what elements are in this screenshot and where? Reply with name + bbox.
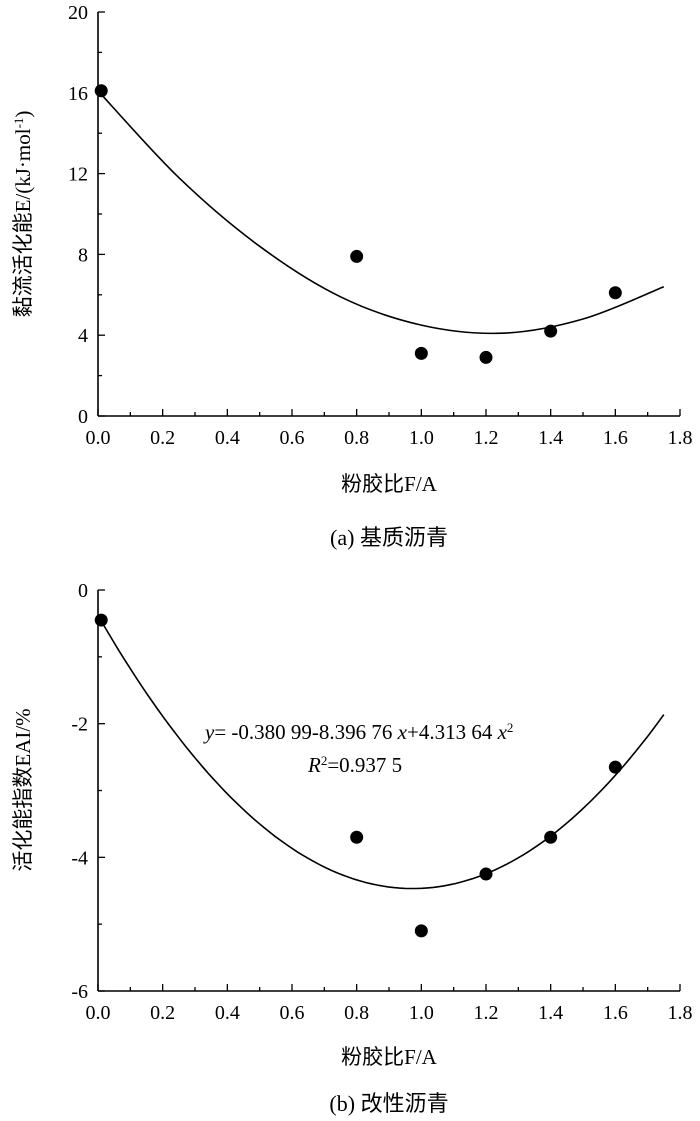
panel-a-y-axis-label-sup: -1 [11,118,26,129]
panel-b-r-squared: R2=0.937 5 [307,753,402,778]
panel-b-x-tick-label: 1.6 [603,1002,628,1024]
panel-b-x-tick-label: 1.4 [538,1002,563,1024]
panel-b-x-axis-label: 粉胶比F/A [341,1045,438,1069]
panel-b-chart: 0.0 0.2 0.4 0.6 0.8 1.0 1.2 1.4 1.6 1.8 0 -2 -4 -6 y=… [11,580,693,1116]
panel-a-x-tick-label: 1.0 [409,427,434,449]
panel-a-caption: (a) 基质沥青 [330,525,448,550]
panel-a-data-point [350,249,364,263]
panel-b-data-point [479,867,493,881]
panel-b-data-point [608,760,622,774]
panel-a-x-tick-label: 0.6 [280,427,305,449]
panel-a-x-tick-label: 1.2 [474,427,499,449]
panel-a-y-axis-label: 黏流活化能E/(kJ·mol-1) [11,111,36,318]
panel-b-y-tick-label: -2 [71,714,88,736]
panel-a-x-tick-label: 0.0 [86,427,111,449]
panel-b-x-tick-label: 0.4 [215,1002,240,1024]
panel-b-x-tick-label: 0.8 [344,1002,369,1024]
panel-b-x-tick-label: 0.0 [86,1002,111,1024]
panel-b-fit-curve [100,620,665,890]
panel-b-y-tick-label: 0 [78,580,88,602]
panel-b-y-tick-label: -6 [71,981,88,1003]
panel-a-fit-curve [97,90,665,335]
panel-b-y-axis-label: 活化能指数EAI/% [11,708,35,871]
panel-a-x-tick-label: 1.8 [668,427,693,449]
panel-b-data-point [94,613,108,627]
panel-a-y-tick-label: 20 [68,2,88,24]
panel-a-x-tick-label: 1.6 [603,427,628,449]
panel-a-x-tick-label: 0.8 [344,427,369,449]
panel-b-data-point [414,924,428,938]
panel-a-chart: 0.0 0.2 0.4 0.6 0.8 1.0 1.2 1.4 1.6 1.8048121620 … [11,2,693,550]
panel-b-fit-equation: y= -0.380 99-8.396 76 x+4.313 64 x2 [203,720,513,745]
panel-b-caption: (b) 改性沥青 [329,1091,448,1116]
panel-a-x-axis-label: 粉胶比F/A [341,472,438,496]
panel-a-x-tick-label: 0.2 [150,427,175,449]
panel-b-x-tick-label: 1.0 [409,1002,434,1024]
panel-a-y-tick-label: 4 [78,325,88,347]
panel-b-x-tick-label: 0.6 [280,1002,305,1024]
panel-a-y-tick-label: 12 [68,164,88,186]
panel-a-data-point [479,350,493,364]
panel-a-data-point [94,84,108,98]
panel-a-y-tick-label: 8 [78,244,88,266]
panel-a-data-point [414,346,428,360]
panel-a-data-point [608,286,622,300]
panel-a-x-tick-label: 1.4 [538,427,563,449]
panel-b-x-tick-label: 0.2 [150,1002,175,1024]
panel-b-x-tick-label: 1.8 [668,1002,693,1024]
panel-a-data-point [544,324,558,338]
panel-a-y-tick-label: 16 [68,83,88,105]
panel-a-x-tick-label: 0.4 [215,427,240,449]
panel-b-data-point [544,830,558,844]
panel-b-x-tick-label: 1.2 [474,1002,499,1024]
panel-b-y-tick-label: -4 [71,847,88,869]
panel-b-data-point [350,830,364,844]
panel-a-y-tick-label: 0 [78,406,88,428]
